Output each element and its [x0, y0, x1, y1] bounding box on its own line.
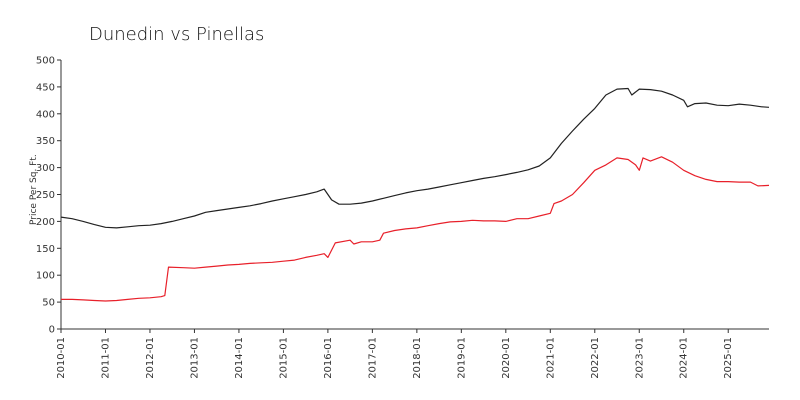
y-tick-label: 400 — [36, 109, 55, 120]
x-tick-label: 2011-01 — [100, 337, 111, 379]
y-tick-label: 0 — [49, 325, 55, 336]
y-axis-label: Price Per Sq. Ft. — [29, 154, 39, 225]
y-tick-label: 300 — [36, 163, 55, 174]
chart-title: Dunedin vs Pinellas — [89, 24, 264, 45]
x-tick-label: 2025-01 — [723, 337, 734, 379]
y-tick-label: 200 — [36, 217, 55, 228]
x-tick-label: 2024-01 — [679, 337, 690, 379]
x-tick-label: 2019-01 — [456, 337, 467, 379]
x-tick-label: 2018-01 — [412, 337, 423, 379]
y-tick-label: 250 — [36, 190, 55, 201]
y-tick-label: 350 — [36, 136, 55, 147]
y-tick-label: 450 — [36, 82, 55, 93]
x-tick-label: 2015-01 — [278, 337, 289, 379]
x-tick-label: 2010-01 — [56, 337, 67, 379]
x-tick-label: 2022-01 — [590, 337, 601, 379]
series-line-1 — [60, 87, 770, 229]
x-tick-label: 2020-01 — [501, 337, 512, 379]
y-tick-label: 50 — [42, 298, 55, 309]
x-tick-label: 2014-01 — [234, 337, 245, 379]
x-tick-label: 2017-01 — [367, 337, 378, 379]
x-tick-label: 2021-01 — [545, 337, 556, 379]
y-tick-label: 500 — [36, 56, 55, 67]
x-tick-label: 2023-01 — [634, 337, 645, 379]
series-layer — [60, 87, 770, 302]
axes: 0 50 100 150 200 250 300 350 400 450 500 2010-01 201… — [36, 56, 769, 379]
x-tick-label: 2016-01 — [323, 337, 334, 379]
x-tick-label: 2012-01 — [145, 337, 156, 379]
series-line-2 — [61, 156, 770, 302]
y-tick-label: 150 — [36, 244, 55, 255]
x-tick-label: 2013-01 — [189, 337, 200, 379]
y-tick-label: 100 — [36, 271, 55, 282]
